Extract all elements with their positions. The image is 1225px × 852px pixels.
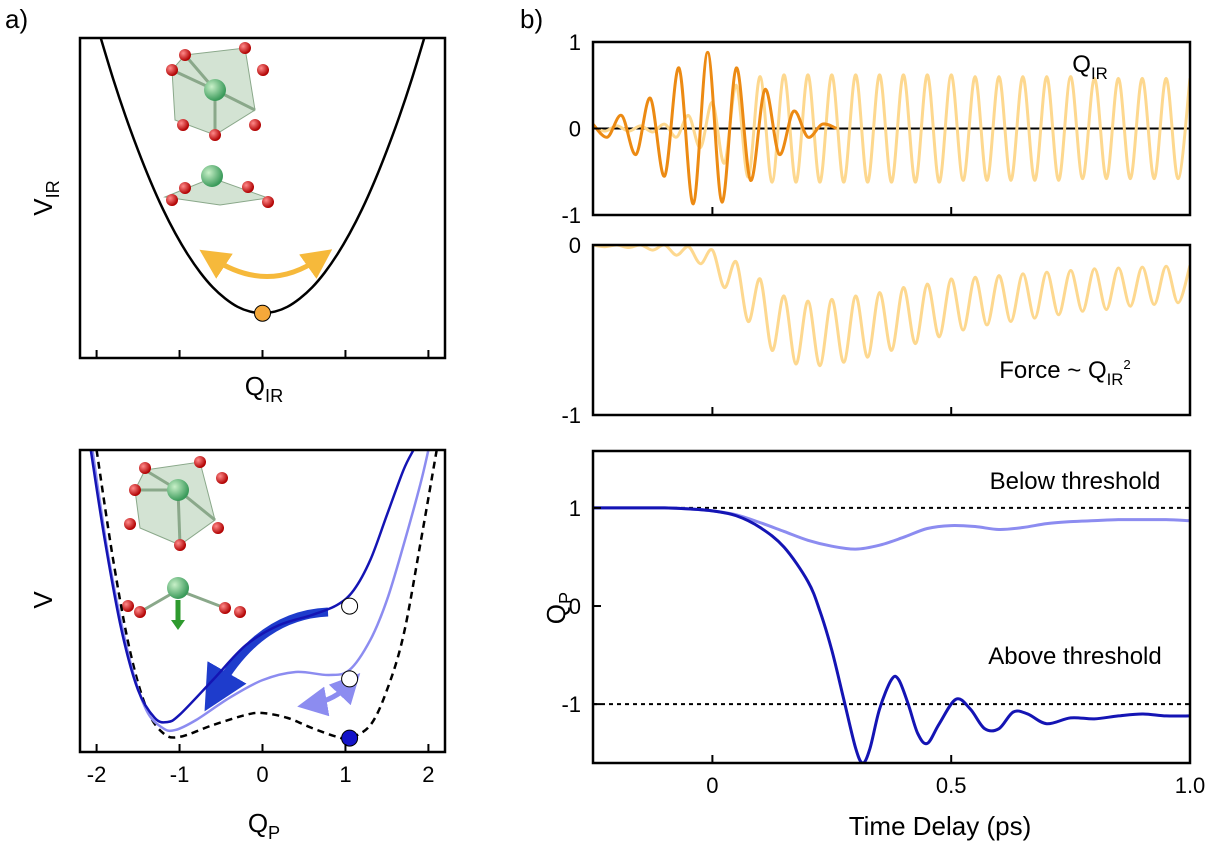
annotation-sub: IR xyxy=(1107,370,1124,389)
annotation-sup: 2 xyxy=(1123,357,1130,372)
annotation: QIR xyxy=(1072,51,1107,83)
x-tick-label: -2 xyxy=(87,762,107,787)
y-axis-label-main: Q xyxy=(541,604,571,624)
y-tick-label: 1 xyxy=(569,496,581,521)
x-axis-label-main: Q xyxy=(245,371,265,401)
annotation-main: Force ~ Q xyxy=(999,357,1106,384)
x-tick-label: 1 xyxy=(339,762,351,787)
annotation-main: Above threshold xyxy=(988,643,1161,670)
series-line xyxy=(593,50,838,206)
y-tick-label: -1 xyxy=(561,403,581,428)
series-line xyxy=(593,506,1190,763)
annotation-main: Below threshold xyxy=(990,468,1161,495)
x-axis-label-sub: IR xyxy=(265,386,283,406)
plot-area xyxy=(89,450,438,741)
x-axis-label: QIR xyxy=(245,371,283,406)
plot-area xyxy=(593,50,1190,206)
y-axis-label-sub: IR xyxy=(43,180,63,198)
annotation: Force ~ QIR2 xyxy=(999,357,1131,389)
x-axis-label-sub: P xyxy=(268,823,280,843)
x-axis-label-main: Time Delay (ps) xyxy=(849,811,1032,841)
x-tick-label: 2 xyxy=(422,762,434,787)
x-tick-label: 0 xyxy=(256,762,268,787)
y-tick-label: -1 xyxy=(561,203,581,228)
annotation-sub: IR xyxy=(1091,64,1108,83)
y-axis-label: V xyxy=(28,591,58,609)
x-tick-label: 0 xyxy=(706,773,718,798)
y-tick-label: 0 xyxy=(569,117,581,142)
x-tick-label: 0.5 xyxy=(936,773,967,798)
series-line xyxy=(593,245,1190,368)
panel-label: a) xyxy=(5,4,28,34)
marker xyxy=(341,670,359,688)
y-axis-label: VIR xyxy=(28,180,63,216)
x-tick-label: -1 xyxy=(170,762,190,787)
plot-area xyxy=(593,506,1190,763)
x-tick-label: 1.0 xyxy=(1175,773,1206,798)
marker xyxy=(254,304,271,322)
plot-area xyxy=(593,245,1190,368)
y-tick-label: 1 xyxy=(569,30,581,55)
x-axis-label: Time Delay (ps) xyxy=(849,811,1032,841)
y-axis-label: QP xyxy=(541,592,576,624)
decoration-top xyxy=(163,42,333,279)
marker xyxy=(341,729,359,747)
annotation: Below threshold xyxy=(990,468,1161,495)
panel-label: b) xyxy=(520,4,543,34)
y-axis-label-main: V xyxy=(28,198,58,216)
y-tick-label: 0 xyxy=(569,233,581,258)
annotation: Above threshold xyxy=(988,643,1161,670)
y-tick-label: -1 xyxy=(561,692,581,717)
plot-frame xyxy=(591,243,1192,417)
x-axis-label: QP xyxy=(248,808,280,843)
y-axis-label-main: V xyxy=(28,591,58,609)
annotation-main: Q xyxy=(1072,51,1091,78)
series-line xyxy=(89,450,415,724)
decoration-bottom xyxy=(122,456,361,717)
x-axis-label-main: Q xyxy=(248,808,268,838)
y-axis-label-sub: P xyxy=(556,592,576,604)
marker xyxy=(341,597,359,615)
y-tick-label: 0 xyxy=(569,594,581,619)
series-line xyxy=(95,450,438,741)
